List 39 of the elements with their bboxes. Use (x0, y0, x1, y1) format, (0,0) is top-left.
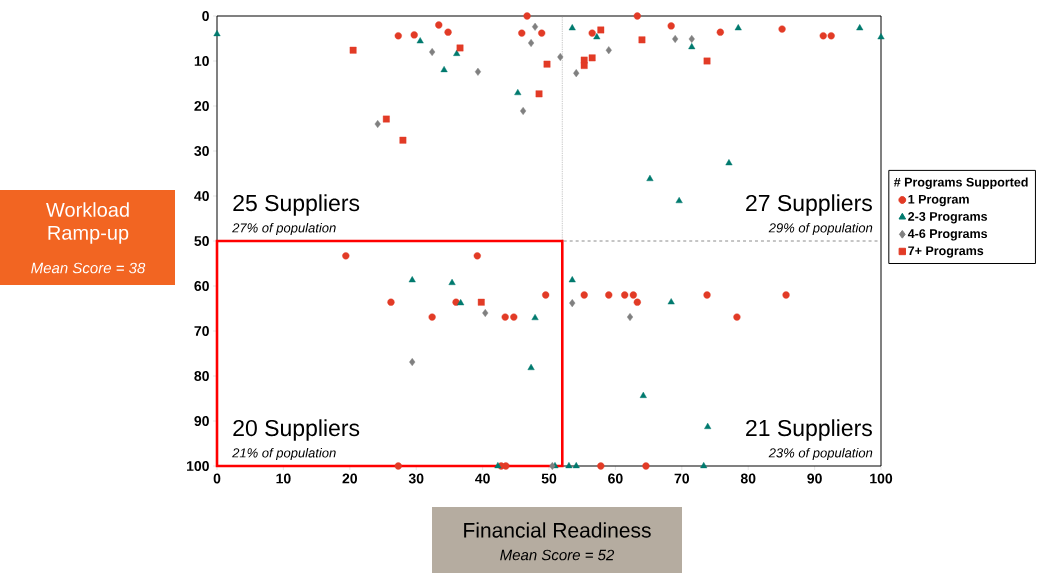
legend-label: 7+ Programs (908, 246, 984, 258)
y-tick-label: 80 (194, 371, 209, 381)
y-tick-label: 70 (194, 326, 209, 336)
x-axis-title: Financial Readiness (464, 522, 651, 538)
x-tick-label: 80 (740, 473, 756, 484)
x-tick-label: 70 (674, 473, 690, 484)
legend-label: 4-6 Programs (907, 229, 988, 241)
y-tick-label: 60 (194, 281, 209, 291)
x-tick-label: 50 (541, 473, 557, 484)
x-tick-label: 20 (342, 473, 358, 484)
y-tick-label: 0 (202, 11, 209, 21)
x-tick-label: 30 (408, 473, 424, 484)
x-tick-label: 100 (870, 473, 893, 484)
y-axis-title: Workload Ramp-up (46, 202, 129, 244)
y-tick-label: 40 (194, 191, 209, 201)
text: Mean Score = 52 (500, 549, 615, 561)
x-tick-label: 40 (475, 473, 490, 484)
x-tick-label: 90 (807, 473, 822, 484)
y-tick-label: 30 (194, 146, 209, 156)
y-tick-label: 10 (194, 56, 209, 66)
x-tick-label: 60 (608, 473, 623, 484)
x-tick-label: 10 (276, 473, 291, 484)
x-tick-label: 0 (213, 473, 221, 484)
annotation: 20 Suppliers (233, 419, 360, 441)
y-tick-label: 100 (187, 461, 209, 471)
annotation: 21 Suppliers (746, 419, 872, 441)
annotation: 27 Suppliers (746, 194, 872, 216)
annotation: 25 Suppliers (233, 194, 360, 216)
annotation: 27% of population (232, 222, 336, 236)
annotation: 29% of population (768, 222, 873, 236)
y-tick-label: 90 (194, 416, 209, 426)
legend-title: # Programs Supported (893, 177, 1028, 190)
legend-label: 2-3 Programs (908, 212, 988, 224)
y-tick-label: 20 (194, 101, 209, 111)
text: Mean Score = 38 (31, 262, 146, 274)
annotation: 21% of population (232, 447, 336, 461)
annotation: 23% of population (768, 447, 873, 461)
y-tick-label: 50 (194, 236, 209, 246)
legend-label: 1 Program (908, 194, 969, 207)
